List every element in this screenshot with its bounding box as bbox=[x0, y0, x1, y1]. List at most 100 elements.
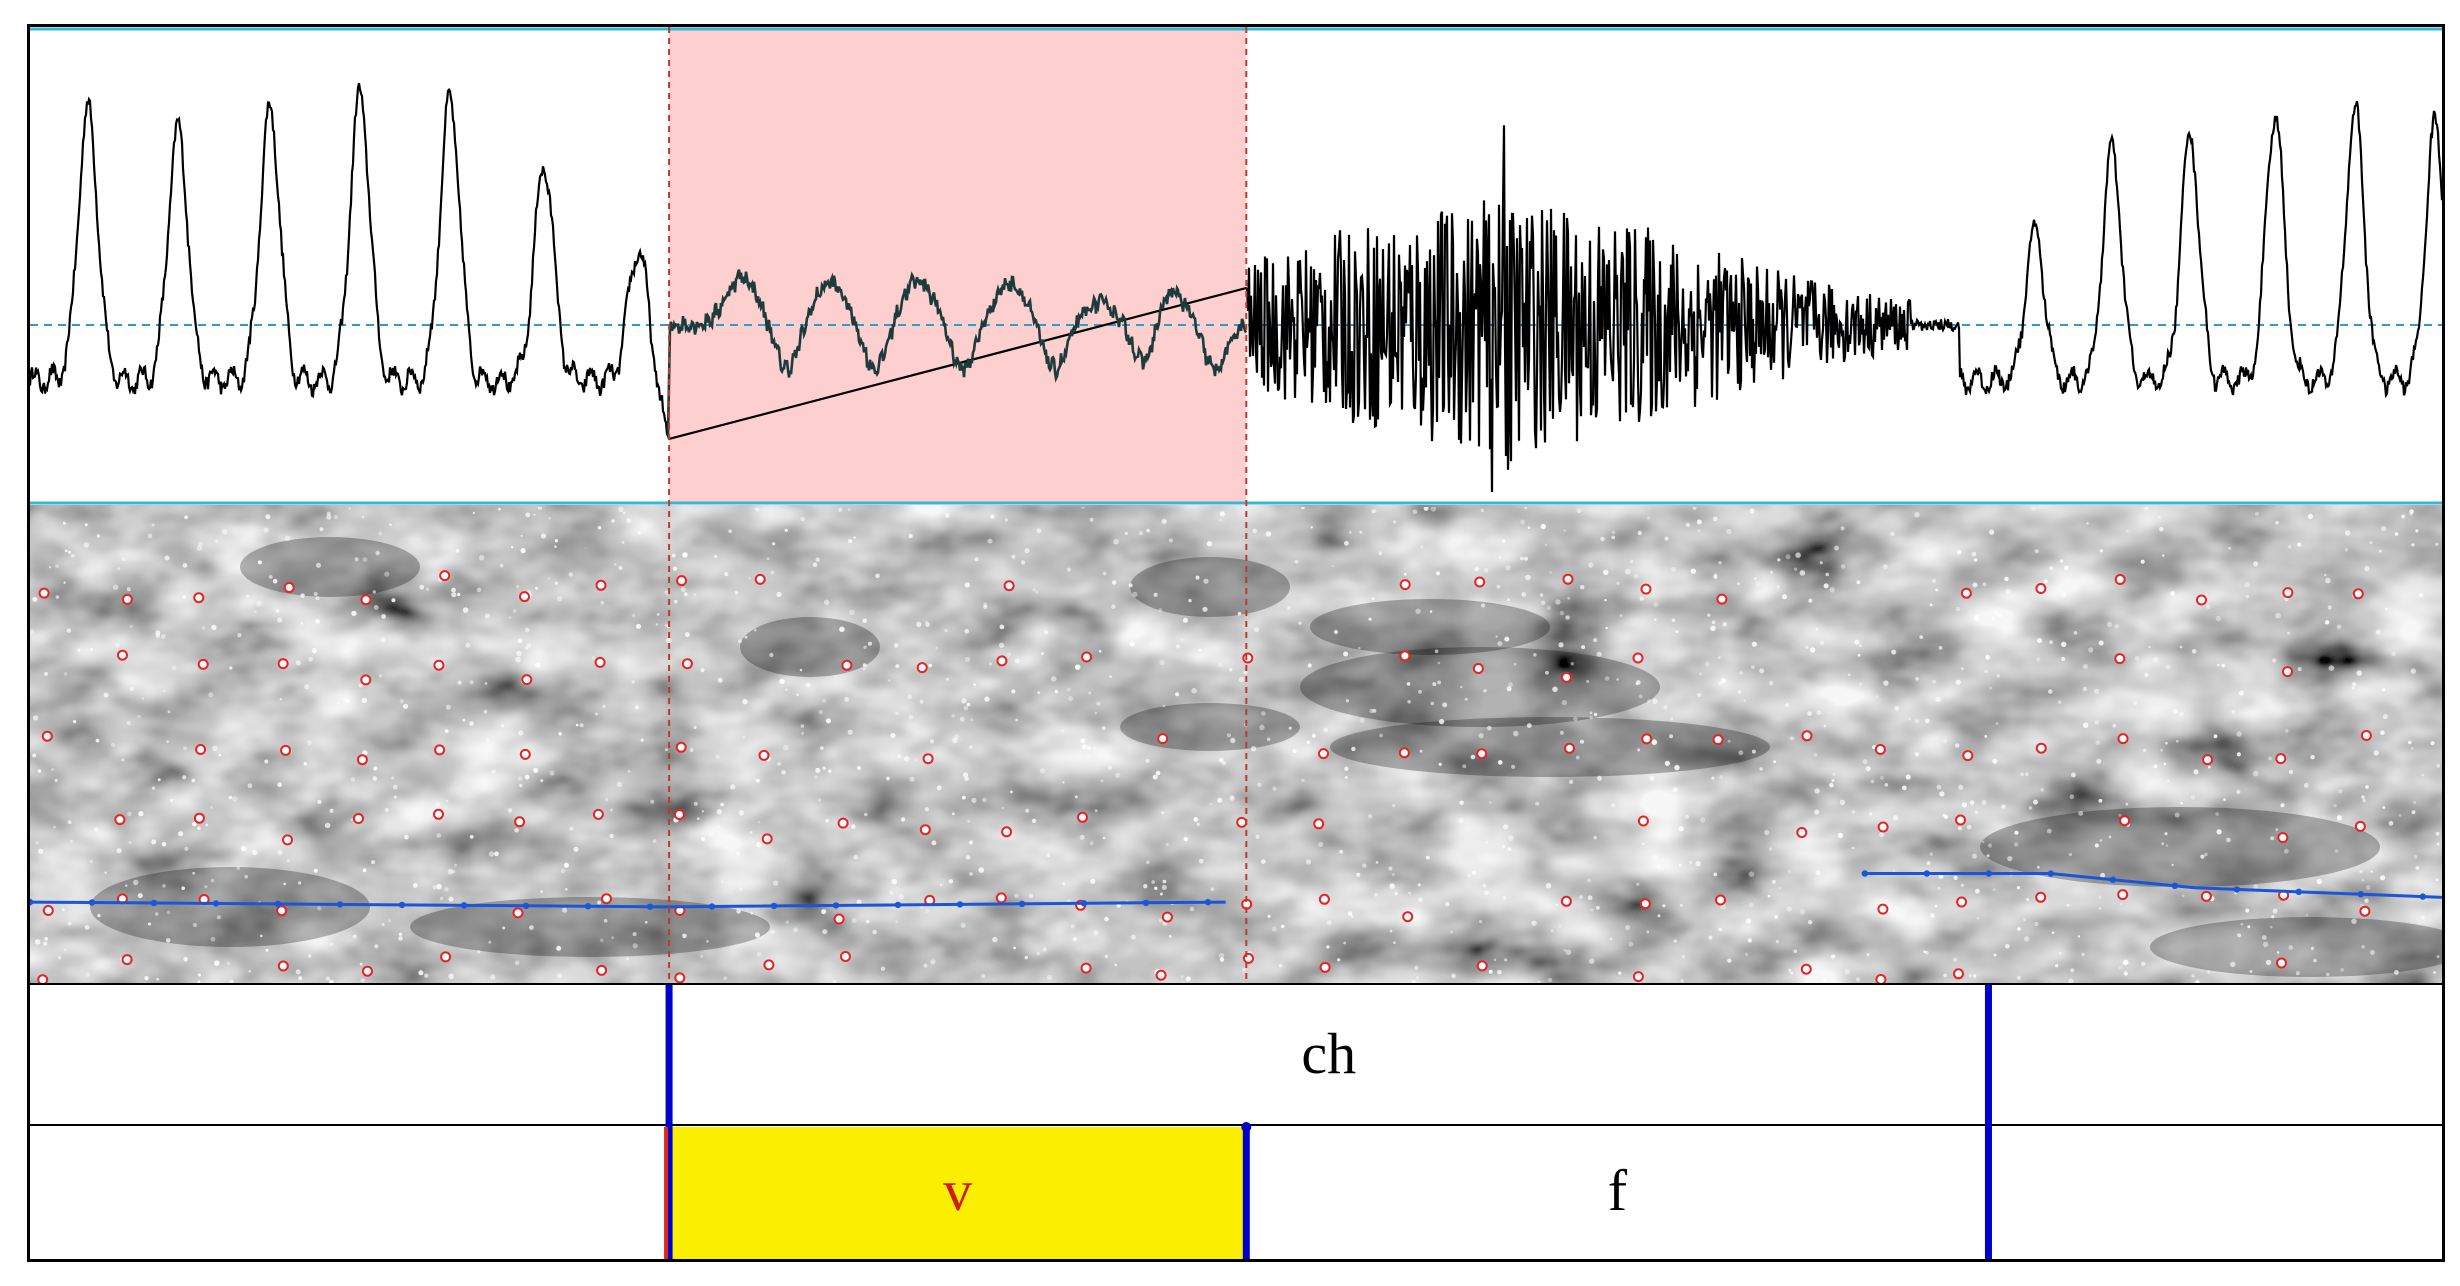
formant-point bbox=[1960, 587, 1972, 599]
tier-2-label-v[interactable]: v bbox=[943, 1158, 972, 1223]
sound-editor-canvas[interactable]: ch v f bbox=[30, 27, 2442, 1259]
sound-editor-window[interactable]: ch v f bbox=[27, 24, 2445, 1262]
pitch-point bbox=[770, 902, 778, 910]
pitch-point bbox=[708, 903, 716, 910]
waveform-pane[interactable] bbox=[30, 27, 2442, 505]
formant-point bbox=[433, 808, 444, 820]
formant-point bbox=[592, 808, 604, 820]
pitch-point bbox=[2419, 893, 2426, 900]
pitch-point bbox=[1142, 899, 1150, 906]
pitch-point bbox=[832, 902, 840, 909]
formant-point bbox=[1472, 663, 1484, 674]
formant-point bbox=[121, 954, 133, 966]
formant-point bbox=[121, 593, 133, 605]
formant-point bbox=[283, 582, 295, 593]
formant-point bbox=[1003, 580, 1015, 592]
formant-point bbox=[676, 575, 688, 587]
formant-point bbox=[1398, 747, 1410, 759]
formant-point bbox=[356, 754, 368, 766]
pitch-track bbox=[30, 870, 2442, 910]
formant-point bbox=[1474, 576, 1486, 588]
formant-point bbox=[440, 951, 452, 963]
formant-point bbox=[2276, 957, 2287, 969]
formant-point bbox=[2035, 583, 2047, 594]
formant-point bbox=[1962, 750, 1974, 762]
formant-point bbox=[2202, 754, 2214, 766]
formant-point bbox=[1953, 968, 1964, 980]
pitch-point bbox=[2233, 886, 2240, 893]
dark-region-10 bbox=[240, 537, 420, 597]
pitch-point bbox=[398, 901, 406, 909]
formant-point bbox=[439, 570, 451, 582]
pitch-segment-1 bbox=[30, 900, 1226, 909]
formant-point bbox=[195, 744, 207, 755]
tier-1-interval-0[interactable] bbox=[30, 987, 669, 1125]
formant-point bbox=[833, 913, 845, 925]
boundary-handle[interactable] bbox=[1241, 1122, 1252, 1132]
formant-point bbox=[519, 591, 530, 603]
formant-point bbox=[41, 730, 53, 742]
formant-point bbox=[1955, 814, 1966, 826]
formant-point bbox=[1715, 894, 1726, 906]
formant-point bbox=[837, 817, 849, 829]
formant-point bbox=[2117, 889, 2129, 901]
formant-point bbox=[596, 964, 608, 976]
formant-point bbox=[37, 974, 49, 983]
tier-2-interval-0[interactable] bbox=[30, 1127, 669, 1259]
formant-point bbox=[1077, 811, 1088, 823]
formant-point bbox=[353, 813, 364, 824]
tier-2-interval-3[interactable] bbox=[1988, 1127, 2442, 1259]
tier-2-label-f[interactable]: f bbox=[1608, 1158, 1628, 1223]
pitch-point bbox=[1923, 870, 1931, 877]
formant-point bbox=[2360, 730, 2372, 741]
formant-point bbox=[1399, 650, 1411, 662]
formant-point bbox=[193, 812, 205, 824]
dark-region-8 bbox=[1120, 703, 1300, 751]
formant-point bbox=[114, 814, 126, 826]
formant-point bbox=[1242, 652, 1254, 664]
formant-point bbox=[280, 744, 292, 756]
formant-point bbox=[117, 649, 128, 661]
formant-point bbox=[754, 573, 766, 585]
formant-point bbox=[1637, 815, 1649, 827]
formant-point bbox=[434, 744, 446, 756]
formant-point bbox=[763, 959, 775, 971]
spectrogram-speckles bbox=[30, 507, 2441, 983]
pitch-point bbox=[2047, 870, 2054, 877]
formant-point bbox=[996, 655, 1008, 667]
spectrogram-pane[interactable] bbox=[30, 505, 2442, 985]
formant-point bbox=[521, 674, 533, 686]
tier-1-interval-2[interactable] bbox=[1988, 987, 2442, 1125]
formant-point bbox=[1313, 818, 1325, 830]
spectrogram-dark-regions bbox=[90, 537, 2442, 977]
formant-point bbox=[42, 905, 54, 916]
formant-point bbox=[2275, 753, 2287, 765]
formant-point bbox=[1157, 733, 1169, 745]
formant-point bbox=[2035, 891, 2047, 903]
formant-point bbox=[38, 587, 50, 599]
formant-point bbox=[916, 662, 928, 674]
formant-point bbox=[681, 658, 693, 670]
tier-1-label-ch[interactable]: ch bbox=[1301, 1021, 1356, 1086]
formant-point bbox=[673, 809, 685, 820]
selection-highlight[interactable] bbox=[669, 27, 1247, 503]
selected-interval[interactable] bbox=[669, 1127, 1247, 1259]
formant-point bbox=[197, 658, 209, 670]
pitch-point bbox=[2357, 891, 2364, 898]
pitch-point bbox=[336, 901, 344, 908]
pitch-point bbox=[1080, 900, 1088, 907]
dark-region-9 bbox=[740, 617, 880, 677]
textgrid-tiers[interactable]: ch v f bbox=[30, 983, 2442, 1259]
formant-point bbox=[601, 893, 612, 905]
pitch-point bbox=[894, 901, 902, 909]
formant-point bbox=[919, 824, 931, 836]
formant-point bbox=[761, 833, 773, 845]
pitch-point bbox=[646, 903, 654, 910]
pitch-point bbox=[1018, 900, 1026, 907]
formant-point bbox=[1801, 730, 1813, 742]
pitch-point bbox=[274, 900, 282, 908]
formant-point bbox=[514, 816, 526, 828]
formant-point bbox=[2200, 890, 2212, 902]
formant-point bbox=[995, 892, 1007, 904]
formant-point bbox=[2282, 666, 2293, 678]
